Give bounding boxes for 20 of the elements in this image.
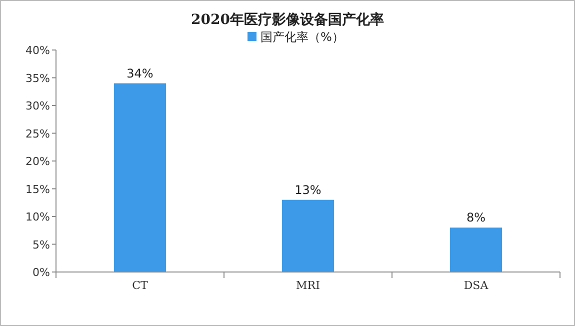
- y-tick-label: 15%: [26, 182, 50, 196]
- y-tick-label: 35%: [26, 72, 50, 85]
- y-tick-label: 25%: [26, 127, 50, 140]
- x-tick-label: CT: [132, 279, 149, 292]
- legend-label: 国产化率（%）: [260, 30, 344, 44]
- bar: [450, 228, 502, 272]
- y-tick-label: 20%: [26, 155, 50, 168]
- bar: [282, 200, 334, 272]
- y-tick-label: 5%: [32, 238, 50, 252]
- y-tick-label: 30%: [26, 100, 50, 112]
- y-tick-label: 0%: [32, 266, 50, 279]
- x-tick-label: DSA: [464, 279, 490, 292]
- chart-title: 2020年医疗影像设备国产化率: [191, 11, 384, 28]
- y-tick-label: 10%: [26, 210, 50, 224]
- y-tick-label: 40%: [26, 44, 50, 57]
- data-label: 8%: [466, 210, 486, 225]
- x-tick-label: MRI: [296, 279, 320, 292]
- bar: [114, 83, 166, 272]
- data-label: 13%: [294, 182, 322, 197]
- data-label: 34%: [126, 66, 154, 80]
